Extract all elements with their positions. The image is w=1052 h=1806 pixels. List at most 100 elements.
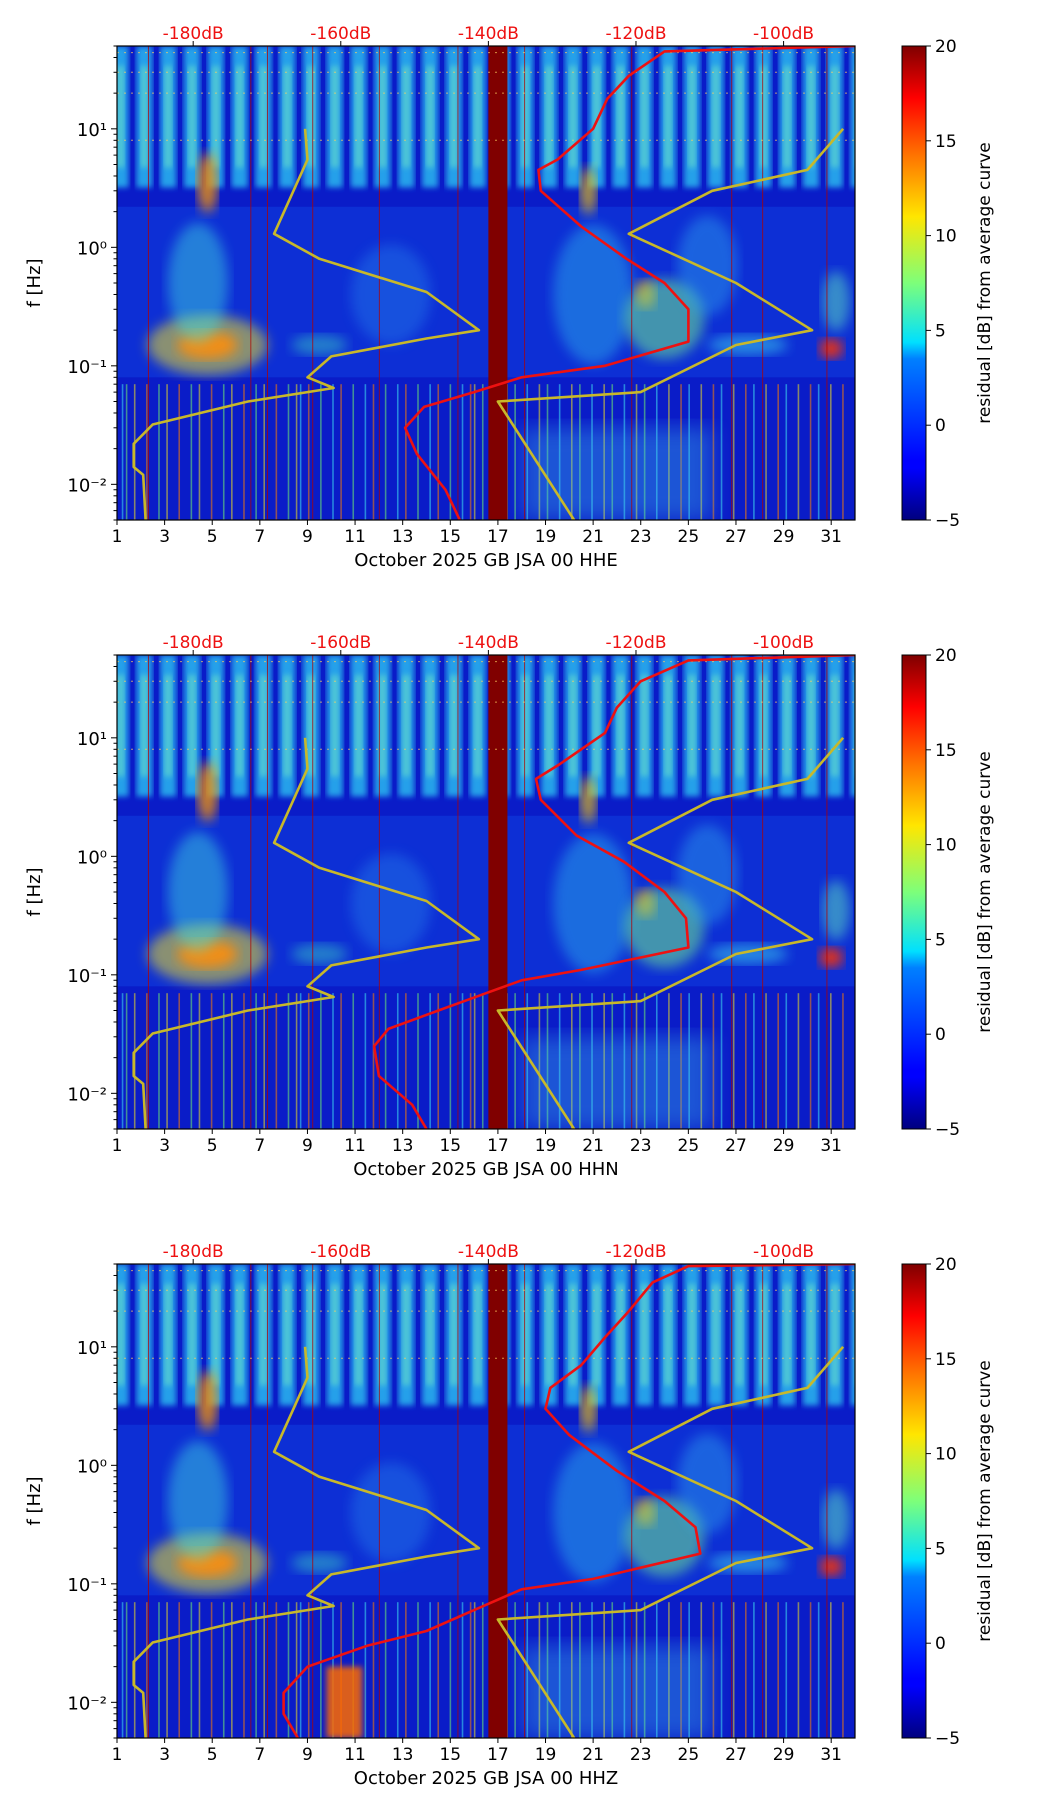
daily-stripe-core xyxy=(592,1284,601,1386)
daily-stripe-core xyxy=(735,1284,744,1386)
energy-blob xyxy=(553,833,634,974)
daily-stripe-core xyxy=(806,1284,815,1386)
colorbar-tick-label: 5 xyxy=(935,321,946,341)
daily-stripe-core xyxy=(616,1284,625,1386)
transient-streak xyxy=(178,1602,181,1738)
colorbar-tick-label: 10 xyxy=(935,1445,957,1465)
daily-stripe-core xyxy=(449,66,458,168)
daily-stripe-core xyxy=(783,1284,792,1386)
x-tick-label: 17 xyxy=(487,1745,509,1765)
x-tick-label: 31 xyxy=(820,1136,842,1156)
x-tick-label: 19 xyxy=(535,1745,557,1765)
transient-streak xyxy=(243,993,245,1129)
daily-stripe-core xyxy=(521,1284,530,1386)
transient-streak xyxy=(287,1602,290,1738)
energy-blob xyxy=(821,1489,850,1550)
transient-streak xyxy=(364,384,367,520)
top-tick-label: -180dB xyxy=(163,633,224,653)
top-tick-label: -100dB xyxy=(753,1242,814,1262)
transient-streak xyxy=(437,993,440,1129)
daily-stripe-core xyxy=(187,675,196,777)
transient-streak xyxy=(190,993,193,1129)
separator-line xyxy=(457,1264,459,1738)
transient-streak xyxy=(785,1602,788,1738)
transient-streak xyxy=(461,993,464,1129)
transient-streak xyxy=(777,1602,779,1738)
transient-streak xyxy=(222,1602,225,1738)
daily-stripe-core xyxy=(783,66,792,168)
x-tick-label: 27 xyxy=(725,1136,747,1156)
top-tick-label: -140dB xyxy=(458,24,519,44)
transient-streak xyxy=(514,1602,516,1738)
transient-streak xyxy=(372,384,375,520)
transient-streak xyxy=(287,384,290,520)
transient-streak xyxy=(461,1602,464,1738)
transient-streak xyxy=(469,384,472,520)
daily-stripe-core xyxy=(426,675,435,777)
transient-streak xyxy=(384,993,387,1129)
x-axis-label: October 2025 GB JSA 00 HHE xyxy=(354,550,617,571)
transient-streak xyxy=(372,993,375,1129)
separator-line xyxy=(147,1264,149,1738)
x-axis-label: October 2025 GB JSA 00 HHN xyxy=(353,1159,619,1180)
transient-streak xyxy=(178,993,181,1129)
transient-streak xyxy=(473,1602,476,1738)
x-tick-label: 19 xyxy=(535,527,557,547)
daily-stripe-core xyxy=(259,66,268,168)
daily-stripe-core xyxy=(735,675,744,777)
daily-stripe-core xyxy=(330,1284,339,1386)
separator-line xyxy=(631,655,633,1129)
transient-streak xyxy=(299,1602,302,1738)
transient-streak xyxy=(396,384,399,520)
energy-blob xyxy=(291,943,348,964)
daily-stripe-core xyxy=(235,675,244,777)
data-gap xyxy=(488,655,508,1129)
daily-stripe-core xyxy=(473,1284,482,1386)
daily-stripe-core xyxy=(640,675,649,777)
transient-streak xyxy=(469,1602,472,1738)
transient-streak xyxy=(405,384,407,520)
transient-streak xyxy=(830,384,832,520)
energy-blob xyxy=(291,1552,348,1573)
transient-streak xyxy=(198,1602,201,1738)
x-tick-label: 15 xyxy=(439,527,461,547)
transient-streak xyxy=(732,384,735,520)
low-freq-glow xyxy=(521,1036,713,1129)
transient-streak xyxy=(231,1602,233,1738)
y-axis-label: f [Hz] xyxy=(24,867,45,916)
energy-blob xyxy=(553,1442,634,1583)
transient-streak xyxy=(514,384,516,520)
separator-line xyxy=(826,655,828,1129)
x-tick-label: 9 xyxy=(302,1136,313,1156)
daily-stripe-core xyxy=(402,66,411,168)
daily-stripe-core xyxy=(616,675,625,777)
average-psd-curve xyxy=(403,46,855,520)
transient-streak xyxy=(255,1602,257,1738)
spectrogram xyxy=(117,46,855,520)
transient-streak xyxy=(125,384,128,520)
data-gap xyxy=(488,1264,508,1738)
energy-blob xyxy=(197,152,218,213)
transient-streak xyxy=(158,384,160,520)
separator-line xyxy=(524,1264,526,1738)
transient-streak xyxy=(307,993,310,1129)
energy-blob xyxy=(167,223,228,343)
transient-streak xyxy=(712,384,715,520)
x-tick-label: 11 xyxy=(344,1745,366,1765)
separator-line xyxy=(524,46,526,520)
separator-line xyxy=(826,1264,828,1738)
transient-streak xyxy=(785,993,788,1129)
transient-streak xyxy=(417,1602,419,1738)
colorbar-tick-label: 15 xyxy=(935,741,957,761)
separator-line xyxy=(826,46,828,520)
energy-blob xyxy=(580,1384,597,1433)
daily-stripe-core xyxy=(473,675,482,777)
transient-streak xyxy=(830,1602,832,1738)
x-tick-label: 23 xyxy=(630,1745,652,1765)
separator-line xyxy=(250,1264,252,1738)
transient-streak xyxy=(146,993,148,1129)
daily-stripe-core xyxy=(187,1284,196,1386)
transient-streak xyxy=(473,384,476,520)
transient-streak xyxy=(797,1602,800,1738)
